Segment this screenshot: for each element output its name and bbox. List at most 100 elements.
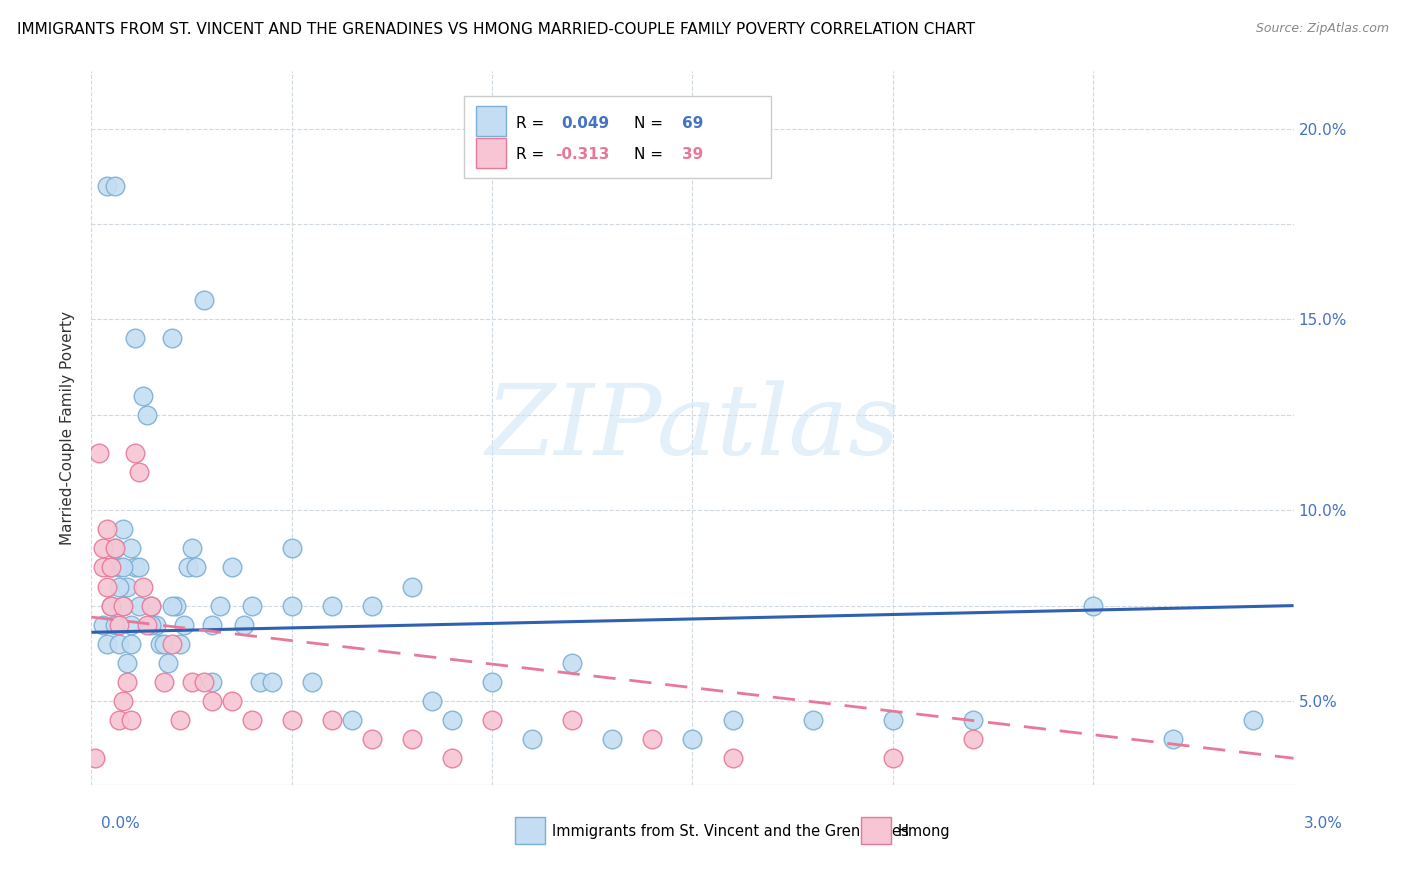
Point: [481, 674, 503, 689]
Text: N =: N =: [634, 147, 668, 162]
Point: [200, 617, 222, 632]
Point: [160, 331, 183, 345]
Point: [100, 599, 122, 613]
Point: [440, 751, 463, 765]
Y-axis label: Married-Couple Family Poverty: Married-Couple Family Poverty: [60, 311, 76, 545]
Point: [193, 293, 215, 308]
Point: [100, 560, 122, 574]
Point: [145, 617, 167, 632]
Point: [481, 713, 503, 727]
Text: 39: 39: [682, 147, 703, 162]
Point: [93, 617, 115, 632]
Point: [141, 599, 163, 613]
Point: [641, 732, 664, 747]
Point: [132, 389, 155, 403]
Point: [232, 617, 254, 632]
Point: [176, 560, 198, 574]
Point: [124, 331, 146, 345]
Point: [100, 560, 122, 574]
Text: IMMIGRANTS FROM ST. VINCENT AND THE GRENADINES VS HMONG MARRIED-COUPLE FAMILY PO: IMMIGRANTS FROM ST. VINCENT AND THE GREN…: [17, 22, 974, 37]
Point: [117, 580, 139, 594]
Point: [882, 751, 904, 765]
Text: Immigrants from St. Vincent and the Grenadines: Immigrants from St. Vincent and the Gren…: [551, 824, 908, 838]
Point: [100, 599, 122, 613]
Point: [93, 541, 115, 556]
Point: [420, 694, 443, 708]
FancyBboxPatch shape: [860, 817, 891, 844]
Point: [117, 656, 139, 670]
Point: [193, 674, 215, 689]
Point: [136, 408, 159, 422]
Point: [321, 713, 343, 727]
Point: [180, 541, 202, 556]
Point: [117, 674, 139, 689]
Point: [962, 713, 984, 727]
Point: [280, 541, 302, 556]
FancyBboxPatch shape: [477, 137, 506, 168]
Point: [121, 617, 143, 632]
Point: [141, 599, 163, 613]
Point: [260, 674, 283, 689]
Point: [200, 694, 222, 708]
Point: [440, 713, 463, 727]
Point: [208, 599, 231, 613]
Point: [121, 713, 143, 727]
Point: [160, 637, 183, 651]
Text: -0.313: -0.313: [555, 147, 610, 162]
Point: [112, 560, 135, 574]
Point: [600, 732, 623, 747]
Text: Hmong: Hmong: [898, 824, 950, 838]
Point: [96, 522, 118, 536]
Point: [132, 580, 155, 594]
Text: R =: R =: [516, 147, 548, 162]
Text: R =: R =: [516, 116, 548, 131]
Point: [200, 674, 222, 689]
Point: [89, 446, 111, 460]
Point: [108, 637, 131, 651]
Point: [121, 637, 143, 651]
Point: [280, 599, 302, 613]
Point: [128, 599, 150, 613]
Text: 0.049: 0.049: [561, 116, 610, 131]
Point: [721, 751, 744, 765]
Point: [249, 674, 271, 689]
Point: [141, 617, 163, 632]
Point: [128, 560, 150, 574]
Point: [148, 637, 170, 651]
Point: [108, 580, 131, 594]
Point: [160, 599, 183, 613]
Point: [173, 617, 195, 632]
Point: [121, 541, 143, 556]
Text: N =: N =: [634, 116, 668, 131]
Point: [301, 674, 323, 689]
Point: [520, 732, 543, 747]
Point: [104, 178, 127, 193]
Point: [96, 580, 118, 594]
Point: [360, 732, 382, 747]
Point: [882, 713, 904, 727]
Point: [240, 599, 263, 613]
Point: [280, 713, 302, 727]
Point: [401, 732, 423, 747]
Point: [136, 617, 159, 632]
Point: [108, 713, 131, 727]
Point: [84, 751, 107, 765]
Point: [104, 541, 127, 556]
Point: [96, 637, 118, 651]
Text: Source: ZipAtlas.com: Source: ZipAtlas.com: [1256, 22, 1389, 36]
Point: [104, 617, 127, 632]
Point: [96, 178, 118, 193]
Point: [152, 674, 174, 689]
Point: [124, 446, 146, 460]
Point: [112, 599, 135, 613]
Point: [112, 599, 135, 613]
Point: [165, 599, 187, 613]
Point: [681, 732, 703, 747]
Point: [108, 617, 131, 632]
Point: [152, 637, 174, 651]
Point: [340, 713, 363, 727]
Point: [93, 560, 115, 574]
Text: 69: 69: [682, 116, 703, 131]
Point: [112, 522, 135, 536]
FancyBboxPatch shape: [477, 106, 506, 136]
